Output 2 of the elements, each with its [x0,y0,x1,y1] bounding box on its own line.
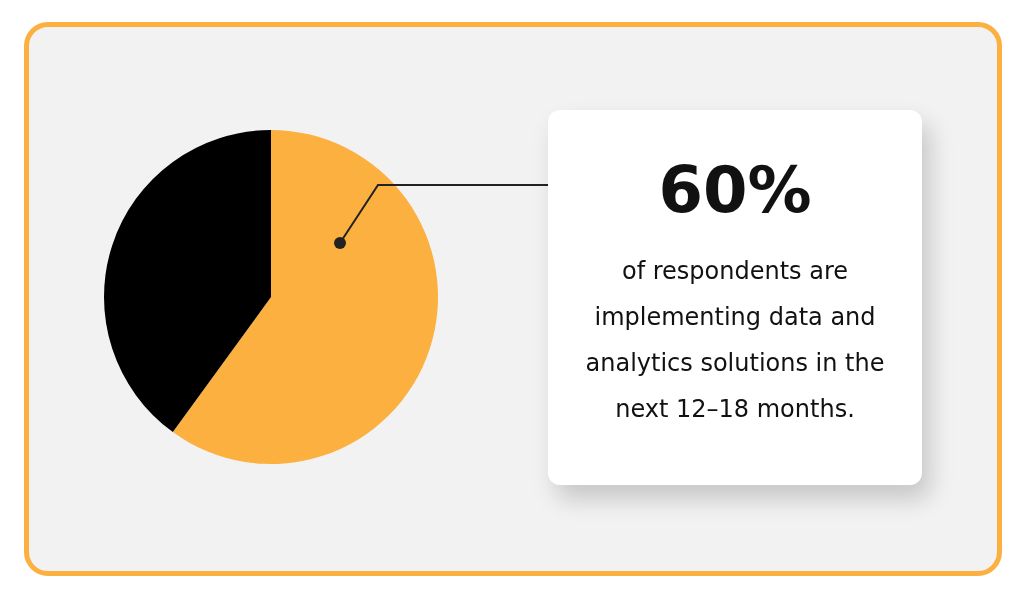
text: of respondents are implementing data and analytics solutions in the next 12–18 months. [584,256,886,425]
text: 60% [657,152,813,229]
